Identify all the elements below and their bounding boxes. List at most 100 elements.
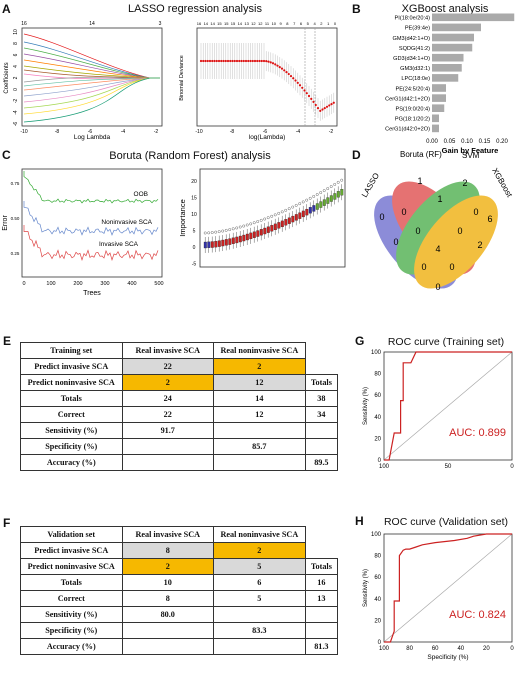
outlier: [336, 180, 340, 184]
importance-box: [207, 241, 211, 248]
table-cell: 2: [212, 542, 306, 559]
importance-box: [203, 241, 207, 249]
outlier: [294, 203, 298, 207]
outlier: [270, 214, 274, 218]
venn-count-lasso: 0: [379, 212, 384, 222]
deviance-point: [256, 59, 259, 63]
venn-count-lasso-svm-xgb: 0: [449, 262, 454, 272]
y-tick-label: 20: [374, 436, 381, 442]
deviance-point: [247, 59, 250, 63]
top-tick-label: 14: [89, 21, 95, 27]
importance-box: [252, 231, 256, 238]
venn-label-boruta: Boruta (RF): [400, 150, 442, 159]
table-cell: 2: [121, 374, 214, 391]
outlier: [305, 198, 309, 202]
outlier: [238, 225, 242, 229]
x-tick-label: 500: [154, 281, 163, 287]
rf-ticks: 0 100 200 300 400 500 0.75 0.50 0.25: [11, 181, 164, 287]
y-tick-label: 60: [374, 393, 381, 399]
boruta-importance-plot: Importance 20 15 10 5 0 -5: [178, 168, 346, 268]
deviance-point: [294, 79, 297, 82]
y-tick-label: 100: [371, 350, 382, 356]
table-cell: Totals: [304, 558, 339, 575]
table-cell: Predict noninvasive SCA: [20, 558, 123, 575]
table-row: Specificity (%) 83.3: [20, 622, 339, 639]
outlier: [319, 191, 323, 194]
xgboost-category-label: GD3(d34:1+O): [393, 56, 430, 62]
table-row: Predict noninvasive SCA 2 12 Totals: [20, 374, 339, 391]
table-cell: Totals: [20, 390, 123, 407]
xgboost-category-label: GM3(d32:1): [400, 66, 430, 72]
x-tick-label: 100: [46, 281, 55, 287]
x-tick-label: 200: [73, 281, 82, 287]
x-tick-label: -10: [195, 129, 202, 135]
table-cell: [212, 454, 306, 471]
lasso-paths: [23, 33, 160, 123]
deviance-point: [229, 59, 232, 63]
top-tick-label: 0: [334, 21, 337, 26]
xgboost-category-label: CerG1(d42:0+2O): [385, 127, 430, 133]
deviance-point: [271, 62, 275, 65]
table-row: Correct 8 5 13: [20, 590, 339, 607]
table-cell: 12: [212, 406, 306, 423]
x-tick-label: 50: [445, 464, 452, 470]
xgboost-bar-chart: PI(18:0e/20:4) PE(39:4e) GM3(d42:1+O) SQDG(…: [385, 13, 515, 155]
venn-count-lasso-rf-xgb: 0: [421, 262, 426, 272]
x-tick-label: 0: [22, 281, 25, 287]
table-row: Training set Real invasive SCA Real noni…: [20, 342, 338, 359]
venn-ellipse-xgboost: [414, 195, 498, 289]
importance-box: [312, 205, 316, 212]
y-tick-label: -5: [192, 262, 197, 268]
deviance-top-ticks: 16 14 14 15 15 15 14 13 12 12 11 10 9 8 7 6 5 4 2 1 0: [197, 21, 337, 26]
table-cell: 16: [304, 574, 339, 591]
outlier: [266, 216, 270, 220]
roc-xlabel: Specificity (%): [427, 654, 468, 661]
deviance-point: [206, 59, 209, 63]
table-cell: 22: [121, 358, 214, 375]
roc-frame: [383, 533, 513, 643]
y-tick-label: 0: [378, 640, 382, 646]
deviance-point: [233, 59, 236, 63]
x-tick-label: -6: [263, 129, 268, 135]
outlier: [333, 183, 337, 186]
outlier: [228, 228, 232, 232]
outlier: [249, 222, 253, 226]
table-cell: Specificity (%): [20, 438, 123, 455]
y-tick-label: 0: [13, 88, 19, 91]
table-header: Real noninvasive SCA: [212, 526, 306, 543]
roc-training-title: ROC curve (Training set): [387, 336, 505, 348]
deviance-point: [325, 105, 329, 108]
top-tick-label: 3: [159, 21, 162, 27]
panel-e-letter: E: [3, 334, 12, 348]
importance-box: [280, 220, 284, 228]
importance-box: [266, 226, 270, 233]
deviance-point: [274, 63, 277, 66]
table-cell: 34: [304, 406, 339, 423]
table-row: Validation set Real invasive SCA Real no…: [20, 526, 338, 543]
outlier: [252, 221, 256, 225]
deviance-point: [242, 59, 245, 63]
importance-box: [238, 235, 242, 243]
deviance-point: [258, 59, 261, 63]
deviance-point: [215, 59, 218, 63]
coefficient-path: [23, 77, 160, 103]
y-tick-label: -4: [13, 110, 19, 115]
y-tick-label: 60: [374, 575, 381, 581]
deviance-point: [260, 59, 263, 63]
training-confusion-table: Training set Real invasive SCA Real noni…: [20, 342, 339, 471]
xgboost-category-label: PS(19:0/20:4): [395, 107, 430, 113]
boruta-boxes: [203, 178, 344, 253]
xgboost-category-label: PG(18:1/20:2): [395, 117, 430, 123]
top-tick-label: 12: [258, 21, 263, 26]
outlier: [329, 185, 333, 188]
table-cell: 24: [121, 390, 214, 407]
table-row: Predict invasive SCA 8 2: [20, 542, 338, 559]
xgboost-category-label: GM3(d42:1+O): [393, 36, 431, 42]
table-cell: 80.0: [121, 606, 214, 623]
y-tick-label: 80: [374, 554, 381, 560]
y-tick-label: 0.75: [11, 181, 20, 186]
diagonal-reference: [383, 351, 513, 461]
table-header: Validation set: [20, 526, 123, 543]
table-cell: Correct: [20, 590, 123, 607]
